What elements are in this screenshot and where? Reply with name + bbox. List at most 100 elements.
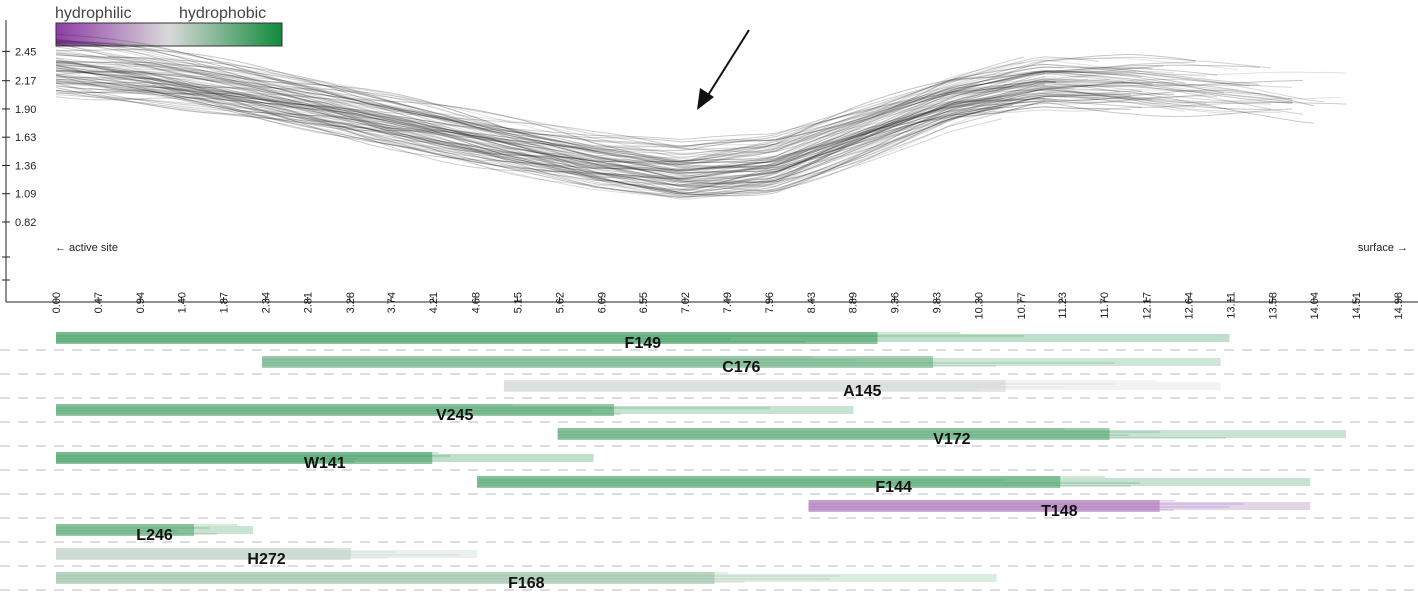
profile-line: [55, 63, 1250, 170]
residue-bar-extent: [56, 454, 594, 462]
profile-line: [55, 67, 1132, 180]
profile-line: [55, 67, 1293, 177]
profile-line: [55, 40, 1347, 149]
x-tick-label: 7.96: [764, 292, 776, 313]
residue-row: V245: [56, 404, 854, 424]
profile-line: [151, 81, 1120, 171]
residue-label: V245: [436, 407, 473, 424]
profile-line: [55, 64, 1153, 164]
residue-row: H272: [56, 548, 478, 568]
legend-low-label: hydrophilic: [55, 5, 131, 22]
profile-line: [55, 42, 1024, 153]
profile-line: [55, 52, 1056, 166]
profile-line: [126, 85, 1235, 188]
profile-line: [55, 49, 1196, 143]
x-tick-label: 1.87: [219, 292, 231, 313]
profile-line: [55, 82, 1003, 196]
residue-bar: [56, 332, 878, 344]
profile-line: [55, 49, 1110, 154]
x-tick-label: 6.55: [638, 292, 650, 313]
profile-line: [55, 74, 1142, 186]
x-tick-label: 12.17: [1141, 292, 1153, 320]
residue-row: F149: [56, 332, 1230, 352]
profile-line: [55, 89, 1132, 183]
profile-line: [55, 42, 1046, 163]
profile-line: [55, 65, 1056, 170]
x-tick-label: 5.15: [512, 292, 524, 313]
profile-line: [114, 63, 1137, 171]
residue-bar-extent: [503, 382, 1221, 390]
profile-line: [55, 61, 1293, 174]
residue-bar-extent: [56, 550, 478, 558]
x-axis-ticks: 0.00 0.47 0.94 1.40 1.87 2.34 2.81 3.28 3.74 4.21…: [51, 292, 1405, 320]
y-tick-label: 1.36: [15, 160, 36, 172]
x-tick-label: 0.47: [93, 292, 105, 313]
profile-line: [55, 77, 1153, 182]
residue-row: C176: [262, 356, 1221, 376]
profile-line: [55, 80, 1046, 198]
x-tick-label: 14.98: [1393, 292, 1405, 320]
x-tick-label: 10.77: [1016, 292, 1028, 320]
profile-line: [55, 76, 1056, 171]
residue-bar: [56, 452, 433, 464]
profile-line: [88, 87, 1003, 191]
profile-line: [55, 69, 1142, 172]
residue-bar-extent: [808, 502, 1311, 510]
residue-bar: [56, 404, 615, 416]
profile-line: [55, 74, 1132, 183]
x-tick-label: 11.70: [1099, 292, 1111, 319]
profile-line: [55, 80, 992, 180]
residue-label: H272: [247, 551, 285, 568]
x-tick-label: 13.58: [1268, 292, 1280, 320]
profile-line: [55, 59, 1293, 180]
profile-line: [55, 39, 1153, 147]
x-tick-label: 10.30: [974, 292, 986, 320]
profile-line: [55, 42, 1239, 159]
residue-bar: [477, 476, 1061, 488]
profile-line: [55, 67, 1175, 174]
residue-bar-extent: [56, 334, 1230, 342]
profile-line: [134, 63, 1124, 168]
residue-row: F144: [477, 476, 1311, 496]
profile-line: [55, 94, 1003, 195]
profile-line: [55, 76, 1271, 184]
x-tick-label: 9.83: [932, 292, 944, 313]
residue-bar-extent: [477, 478, 1311, 486]
profile-lines: [55, 33, 1347, 200]
residue-row: A145: [503, 380, 1221, 400]
profile-line: [55, 65, 1013, 158]
profile-line: [55, 58, 1218, 167]
profile-line: [55, 61, 1293, 178]
residue-label: L246: [136, 527, 173, 544]
residue-bar: [557, 428, 1110, 440]
residue-label: V172: [933, 431, 970, 448]
profile-line: [55, 33, 1196, 140]
residue-bar-extent: [56, 406, 854, 414]
profile-line: [55, 54, 1046, 152]
profile-line: [55, 54, 1013, 165]
x-tick-label: 13.11: [1225, 292, 1237, 319]
profile-line: [55, 83, 1067, 187]
y-axis-ticks: 2.45 2.17 1.90 1.63 1.36 1.09 0.82: [2, 46, 36, 281]
profile-line: [55, 79, 992, 194]
x-tick-label: 4.21: [428, 292, 440, 313]
x-tick-label: 11.23: [1057, 292, 1069, 319]
profile-line: [55, 70, 1121, 171]
x-tick-label: 12.64: [1183, 292, 1195, 320]
profile-line: [56, 40, 1164, 162]
profile-line: [55, 60, 1185, 164]
residue-row: L246: [56, 524, 254, 544]
profile-line: [55, 87, 1314, 198]
profile-line: [55, 81, 1013, 198]
residue-label: A145: [843, 383, 881, 400]
residue-row: T148: [808, 500, 1311, 520]
residue-row: F168: [56, 572, 997, 592]
residue-label: C176: [722, 359, 760, 376]
x-tick-label: 4.68: [470, 292, 482, 313]
profile-line: [104, 87, 1341, 189]
residue-bar: [808, 500, 1160, 512]
profile-line: [55, 46, 1260, 156]
y-tick-label: 1.63: [15, 132, 36, 144]
color-legend: hydrophilic hydrophobic: [55, 5, 283, 47]
